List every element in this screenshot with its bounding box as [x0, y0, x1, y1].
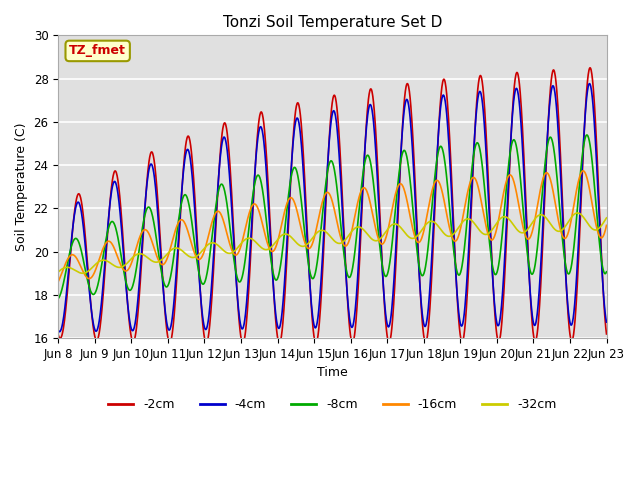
-2cm — [586, 65, 594, 71]
-4cm — [287, 165, 295, 170]
X-axis label: Time: Time — [317, 367, 348, 380]
-8cm — [583, 132, 591, 138]
Title: Tonzi Soil Temperature Set D: Tonzi Soil Temperature Set D — [223, 15, 442, 30]
-32cm — [299, 243, 307, 249]
-32cm — [603, 215, 611, 221]
-32cm — [367, 235, 374, 241]
Y-axis label: Soil Temperature (C): Soil Temperature (C) — [15, 122, 28, 251]
-16cm — [579, 168, 587, 174]
Line: -4cm: -4cm — [58, 84, 607, 332]
-16cm — [54, 279, 62, 285]
Line: -32cm: -32cm — [58, 213, 607, 273]
-4cm — [308, 312, 316, 318]
-16cm — [308, 241, 316, 247]
-2cm — [54, 332, 62, 338]
-32cm — [79, 270, 86, 276]
-16cm — [119, 266, 127, 272]
-2cm — [367, 86, 374, 92]
-4cm — [56, 329, 63, 335]
-8cm — [97, 268, 104, 274]
-32cm — [97, 258, 105, 264]
-2cm — [603, 331, 611, 337]
-16cm — [367, 200, 374, 206]
-4cm — [54, 327, 62, 333]
-8cm — [287, 176, 294, 181]
-4cm — [586, 81, 593, 86]
-8cm — [54, 296, 62, 301]
-8cm — [119, 264, 127, 270]
Line: -8cm: -8cm — [58, 135, 607, 299]
-32cm — [574, 210, 582, 216]
Line: -16cm: -16cm — [58, 171, 607, 282]
-8cm — [298, 206, 306, 212]
-2cm — [299, 139, 307, 145]
-2cm — [308, 319, 316, 325]
-32cm — [54, 269, 62, 275]
-4cm — [367, 102, 374, 108]
Legend: -2cm, -4cm, -8cm, -16cm, -32cm: -2cm, -4cm, -8cm, -16cm, -32cm — [103, 393, 561, 416]
-4cm — [299, 158, 307, 164]
-8cm — [367, 158, 374, 164]
-16cm — [298, 230, 306, 236]
-8cm — [308, 276, 316, 281]
-32cm — [287, 234, 295, 240]
-16cm — [603, 222, 611, 228]
-16cm — [287, 195, 294, 201]
-4cm — [97, 303, 105, 309]
Text: TZ_fmet: TZ_fmet — [69, 45, 126, 58]
-16cm — [97, 252, 104, 258]
-4cm — [120, 250, 127, 255]
-4cm — [603, 319, 611, 325]
-32cm — [308, 235, 316, 241]
-2cm — [119, 235, 127, 241]
-32cm — [120, 264, 127, 269]
-2cm — [239, 340, 247, 346]
-2cm — [287, 167, 295, 173]
-8cm — [603, 269, 611, 275]
Line: -2cm: -2cm — [58, 68, 607, 343]
-2cm — [97, 319, 104, 324]
